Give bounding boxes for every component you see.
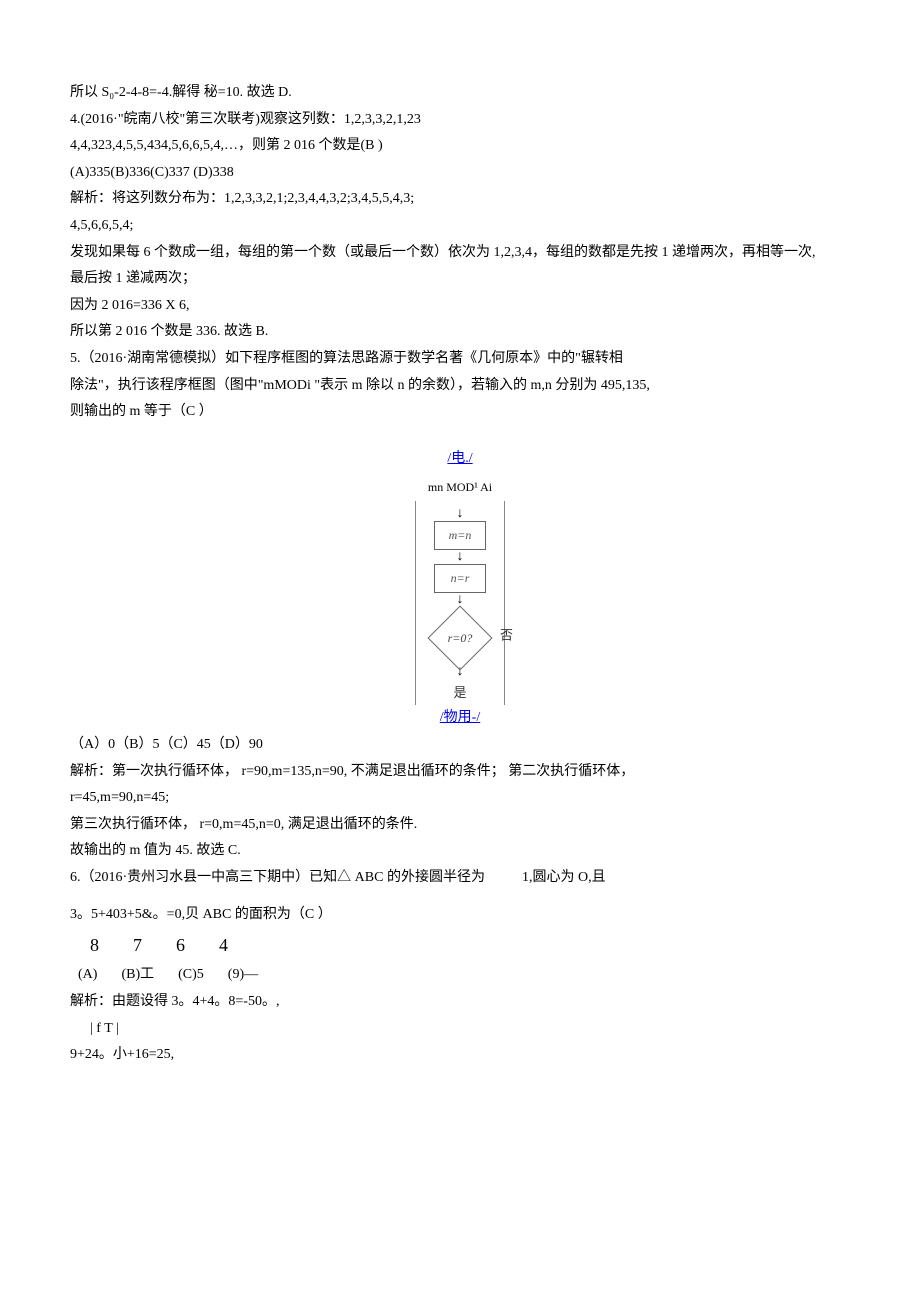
flowchart-link-bottom: /物用-/ xyxy=(70,705,850,732)
text-line: (A)335(B)336(C)337 (D)338 xyxy=(70,160,850,187)
option-numerator: 7 xyxy=(133,928,142,962)
text-line: 4,5,6,6,5,4; xyxy=(70,213,850,240)
text-line: 除法"，执行该程序框图（图中"mMODi "表示 m 除以 n 的余数），若输入… xyxy=(70,373,850,400)
text-line: 4,4,323,4,5,5,434,5,6,6,5,4,…，则第 2 016 个… xyxy=(70,133,850,160)
decision-yes-label: 是 xyxy=(453,681,466,706)
text-line: 所以第 2 016 个数是 336. 故选 B. xyxy=(70,319,850,346)
text-line: 最后按 1 递减两次； xyxy=(70,266,850,293)
text-line: 因为 2 016=336 X 6, xyxy=(70,293,850,320)
text-line: 解析：将这列数分布为：1,2,3,3,2,1;2,3,4,4,3,2;3,4,5… xyxy=(70,186,850,213)
option-label: (9)— xyxy=(228,962,258,989)
text-line: 发现如果每 6 个数成一组，每组的第一个数（或最后一个数）依次为 1,2,3,4… xyxy=(70,240,850,267)
options-row-numerators: 8 7 6 4 xyxy=(90,928,850,962)
arrow-down-icon: ↓ xyxy=(457,507,464,521)
option-numerator: 6 xyxy=(176,928,185,962)
text-line: 9+24。小+16=25, xyxy=(70,1042,850,1069)
text-fragment: 6.（2016·贵州习水县一中高三下期中）已知△ ABC 的外接圆半径为 xyxy=(70,870,485,885)
text-line: 解析：第一次执行循环体， r=90,m=135,n=90, 不满足退出循环的条件… xyxy=(70,759,850,786)
flowchart-decision: r=0? xyxy=(427,605,492,670)
option-numerator: 8 xyxy=(90,928,99,962)
options-row-labels: (A) (B)工 (C)5 (9)— xyxy=(78,962,850,989)
option-label: (C)5 xyxy=(178,962,204,989)
text-line: 4.(2016·"皖南八校"第三次联考)观察这列数：1,2,3,3,2,1,23 xyxy=(70,107,850,134)
link-text: /物用-/ xyxy=(440,710,480,725)
flowchart-header: mn MOD¹ Ai xyxy=(428,476,492,499)
flowchart-diagram: mn MOD¹ Ai ↓ m=n ↓ n=r ↓ r=0? 否 ↓ 是 xyxy=(70,476,850,705)
arrow-down-icon: ↓ xyxy=(457,550,464,564)
text-line: 3。5+403+5&。=0,贝 ABC 的面积为（C ） xyxy=(70,902,850,929)
text-line: r=45,m=90,n=45; xyxy=(70,785,850,812)
text-fragment: 1,圆心为 O,且 xyxy=(522,870,606,885)
text-line: 则输出的 m 等于（C ） xyxy=(70,399,850,426)
option-label: (B)工 xyxy=(121,962,154,989)
text-line: 故输出的 m 值为 45. 故选 C. xyxy=(70,838,850,865)
document-page: 所以 S₀-2-4-8=-4.解得 秘=10. 故选 D. 4.(2016·"皖… xyxy=(0,0,920,1129)
text-line: | f T | xyxy=(90,1016,850,1043)
option-numerator: 4 xyxy=(219,928,228,962)
text-line: （A）0（B）5（C）45（D）90 xyxy=(70,732,850,759)
text-line: 5.（2016·湖南常德模拟）如下程序框图的算法思路源于数学名著《几何原本》中的… xyxy=(70,346,850,373)
flowchart-panel: ↓ m=n ↓ n=r ↓ r=0? 否 ↓ 是 xyxy=(415,501,505,705)
link-text: /电./ xyxy=(447,451,472,466)
flowchart-box: n=r xyxy=(434,564,486,593)
option-label: (A) xyxy=(78,962,97,989)
text-line: 解析：由题设得 3。4+4。8=-50。, xyxy=(70,989,850,1016)
text-line: 第三次执行循环体， r=0,m=45,n=0, 满足退出循环的条件. xyxy=(70,812,850,839)
decision-label: r=0? xyxy=(448,626,473,649)
text-line: 6.（2016·贵州习水县一中高三下期中）已知△ ABC 的外接圆半径为 1,圆… xyxy=(70,865,850,892)
text-line: 所以 S₀-2-4-8=-4.解得 秘=10. 故选 D. xyxy=(70,80,850,107)
flowchart-box: m=n xyxy=(434,521,486,550)
flowchart-link-top: /电./ xyxy=(70,446,850,473)
decision-no-label: 否 xyxy=(500,623,513,648)
